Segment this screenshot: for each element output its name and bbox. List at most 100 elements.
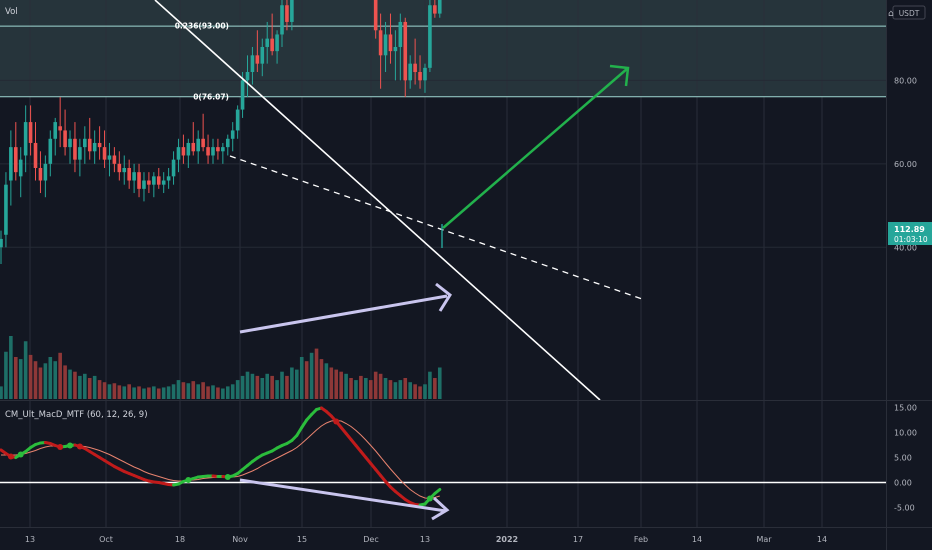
candle-56: [275, 30, 279, 64]
candle-body-37: [181, 147, 186, 156]
candle-6: [28, 105, 33, 156]
candle-body-32: [156, 176, 161, 185]
volume-bar-59: [290, 367, 294, 399]
macd-cross-46: [224, 474, 231, 480]
time-tick-6: 13: [420, 535, 430, 544]
candle-body-5: [23, 122, 28, 156]
volume-bar-65: [319, 359, 324, 399]
candle-0: [0, 230, 3, 264]
candle-body-13: [63, 130, 67, 148]
candle-body-40: [196, 138, 200, 152]
volume-bar-85: [418, 386, 422, 399]
candle-body-12: [58, 126, 62, 131]
candle-body-29: [142, 180, 146, 189]
volume-bar-13: [63, 365, 67, 399]
candle-body-47: [230, 130, 235, 139]
volume-bar-34: [166, 386, 171, 399]
candle-body-42: [206, 147, 210, 156]
candle-7: [33, 122, 38, 181]
lavender-divergence-arrow-macd[interactable]: [239, 478, 447, 513]
currency-badge[interactable]: USDT: [892, 5, 926, 20]
candle-9: [43, 155, 48, 198]
volume-bar-1: [4, 351, 8, 399]
volume-bar-25: [122, 386, 127, 399]
macd-tick-4: -5.00: [894, 504, 915, 513]
volume-bar-30: [147, 387, 151, 399]
candle-body-54: [265, 38, 270, 47]
candle-body-48: [235, 109, 240, 131]
candle-body-88: [433, 5, 437, 14]
vertical-gridlines: [29, 0, 823, 527]
candle-body-17: [83, 138, 87, 148]
volume-bar-88: [433, 378, 437, 399]
fib-shaded-band: [0, 0, 886, 97]
macd-axis[interactable]: 15.00 10.00 5.00 0.00 -5.00: [894, 404, 917, 513]
volume-bar-81: [398, 380, 403, 399]
volume-bar-14: [68, 369, 72, 399]
price-tag-value: 112.89: [894, 225, 925, 234]
candle-body-24: [117, 163, 122, 173]
volume-bar-89: [437, 367, 442, 399]
price-axis[interactable]: 200.00180.00160.00140.00120.00100.0080.0…: [894, 0, 922, 252]
candle-58: [285, 0, 289, 31]
price-candles[interactable]: [0, 0, 442, 264]
candle-body-56: [275, 34, 279, 52]
volume-bar-54: [265, 373, 270, 399]
time-tick-7: 2022: [496, 535, 518, 544]
candle-34: [166, 167, 171, 189]
candle-83: [408, 55, 412, 89]
candle-body-31: [152, 176, 156, 185]
candle-body-10: [48, 138, 53, 164]
candle-body-7: [33, 142, 38, 168]
candle-2: [9, 130, 13, 206]
macd-tick-0: 15.00: [894, 404, 917, 413]
volume-bar-78: [383, 378, 388, 399]
volume-bar-49: [240, 375, 245, 399]
volume-bar-18: [87, 378, 92, 399]
candle-body-85: [418, 72, 422, 81]
candle-16: [78, 138, 82, 177]
candle-body-22: [107, 155, 112, 160]
candle-42: [206, 134, 210, 164]
volume-bar-76: [373, 371, 378, 399]
dashed-resistance-line[interactable]: [229, 155, 646, 301]
volume-bar-62: [304, 361, 309, 399]
fib-retracement-lines[interactable]: 1.618(192.16)1(147.82)0.786(132.46)0.618…: [0, 0, 886, 101]
macd-segment-61: [295, 426, 304, 437]
candle-30: [147, 172, 151, 194]
candle-14: [68, 130, 72, 164]
currency-badge-box: [892, 5, 926, 20]
volume-bar-53: [260, 378, 265, 399]
candle-body-77: [378, 30, 383, 56]
candle-25: [122, 155, 127, 185]
candle-body-45: [221, 147, 225, 152]
candle-body-19: [92, 142, 97, 152]
volume-bar-37: [181, 382, 186, 399]
candle-body-2: [9, 147, 13, 181]
candle-50: [245, 55, 250, 98]
lavender-divergence-arrow-price[interactable]: [239, 294, 448, 334]
candle-24: [117, 151, 122, 181]
white-trendline[interactable]: [154, 0, 601, 401]
currency-menu-icon[interactable]: ⌂: [888, 9, 894, 19]
candle-body-80: [393, 46, 398, 52]
volume-bar-48: [235, 380, 240, 399]
green-target-arrow[interactable]: [442, 67, 629, 229]
volume-bar-43: [211, 385, 215, 399]
candle-41: [201, 113, 205, 152]
candle-23: [112, 147, 117, 173]
time-tick-5: Dec: [363, 535, 378, 544]
candle-body-76: [373, 0, 378, 31]
volume-bar-67: [329, 367, 334, 399]
candle-79: [388, 13, 393, 64]
time-tick-9: Feb: [634, 535, 648, 544]
time-axis[interactable]: 13 Oct 18 Nov 15 Dec 13 2022 17 Feb 14 Mar 14: [25, 535, 827, 544]
candle-3: [13, 122, 18, 181]
candle-body-0: [0, 238, 3, 248]
time-tick-11: Mar: [756, 535, 772, 544]
volume-bar-38: [186, 383, 191, 399]
candle-84: [413, 38, 417, 85]
volume-bar-70: [344, 373, 348, 399]
volume-bar-66: [324, 363, 329, 399]
